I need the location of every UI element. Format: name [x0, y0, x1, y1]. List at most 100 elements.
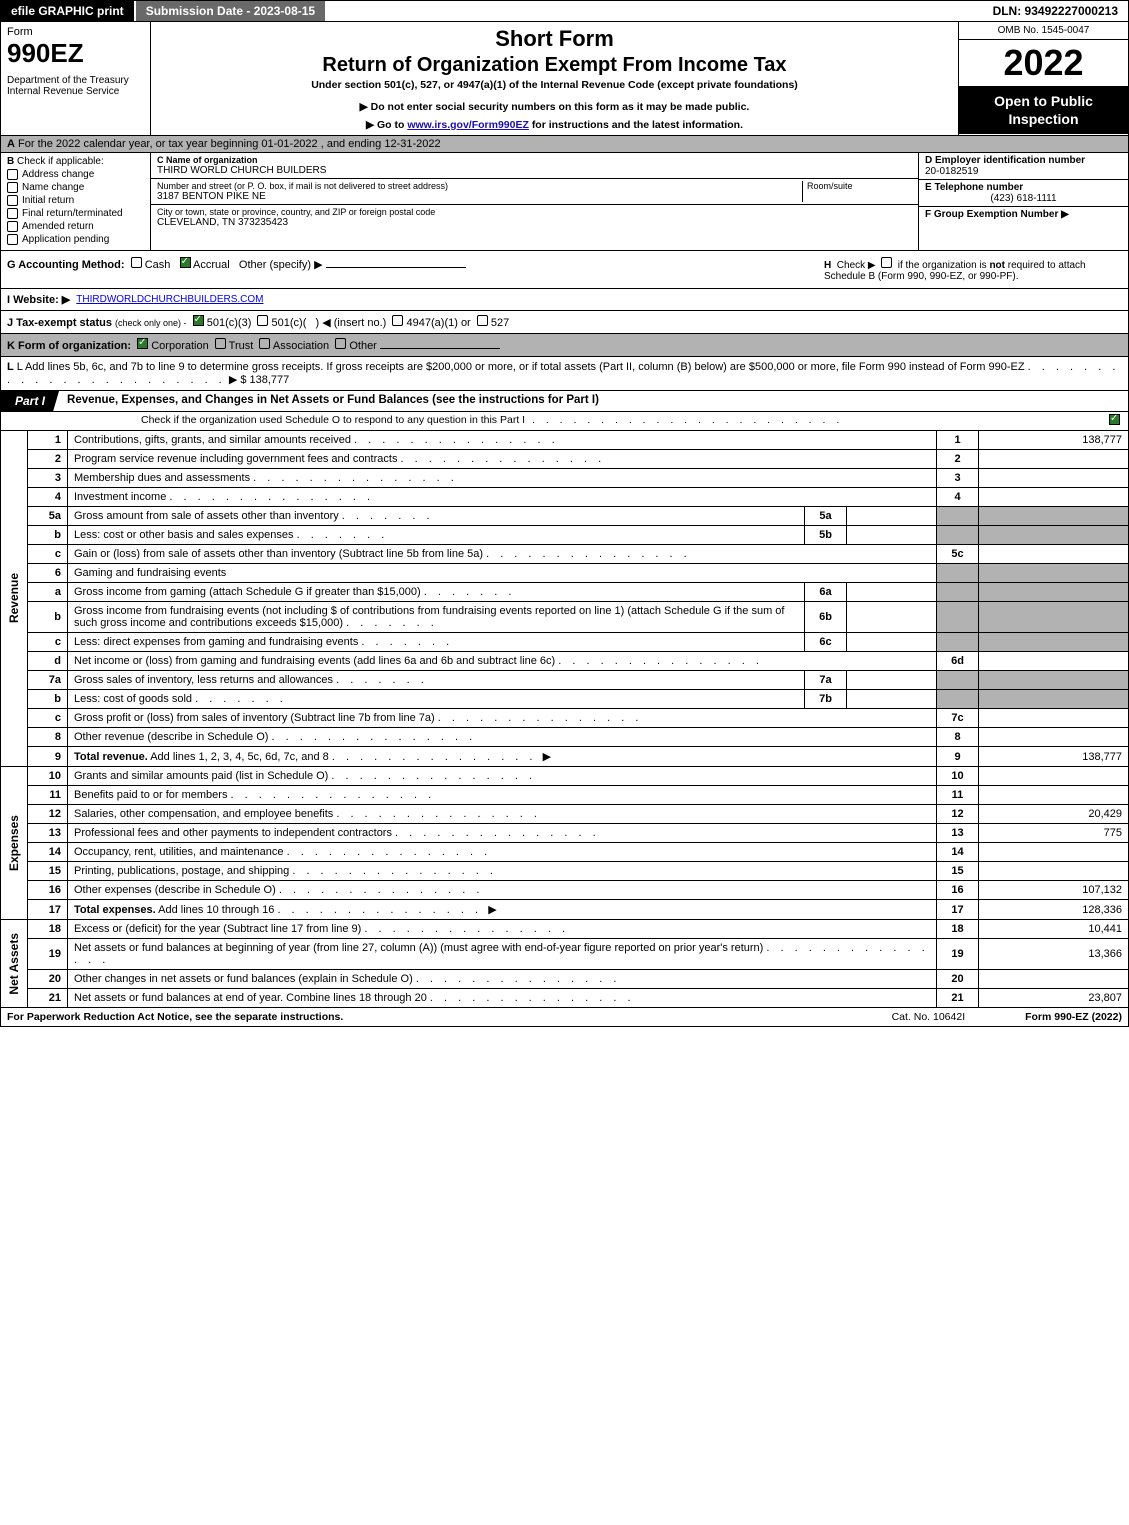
sub-line-num: 7a — [805, 671, 847, 690]
checkbox-icon — [7, 195, 18, 206]
amount — [979, 545, 1129, 564]
l-amount: 138,777 — [250, 374, 290, 386]
note3-suffix: for instructions and the latest informat… — [532, 119, 743, 131]
chk-initial-return[interactable]: Initial return — [7, 195, 144, 206]
checkbox-icon[interactable] — [335, 338, 346, 349]
line-description: Net income or (loss) from gaming and fun… — [68, 652, 937, 671]
checkbox-checked-icon[interactable] — [137, 338, 148, 349]
line-index: 16 — [28, 881, 68, 900]
line-num: 19 — [937, 939, 979, 970]
table-row: Expenses10Grants and similar amounts pai… — [1, 767, 1129, 786]
line-index: 11 — [28, 786, 68, 805]
table-row: 3Membership dues and assessments . . . .… — [1, 469, 1129, 488]
table-row: 12Salaries, other compensation, and empl… — [1, 805, 1129, 824]
right-block: OMB No. 1545-0047 2022 Open to Public In… — [958, 22, 1128, 135]
form-number: 990EZ — [7, 38, 144, 69]
line-description: Gross profit or (loss) from sales of inv… — [68, 709, 937, 728]
checkbox-checked-icon[interactable] — [1109, 414, 1120, 425]
dln-label: DLN: 93492227000213 — [983, 1, 1128, 21]
line-num: 21 — [937, 989, 979, 1008]
amount — [979, 786, 1129, 805]
line-description: Other expenses (describe in Schedule O) … — [68, 881, 937, 900]
line-description: Other changes in net assets or fund bala… — [68, 970, 937, 989]
efile-print-label[interactable]: efile GRAPHIC print — [1, 1, 134, 21]
table-row: Revenue1Contributions, gifts, grants, an… — [1, 431, 1129, 450]
checkbox-checked-icon[interactable] — [193, 315, 204, 326]
line-index: c — [28, 545, 68, 564]
gross-receipts-row: L L Add lines 5b, 6c, and 7b to line 9 t… — [0, 357, 1129, 391]
tax-exempt-row: J Tax-exempt status (check only one) - 5… — [0, 311, 1129, 334]
line-index: 6 — [28, 564, 68, 583]
org-name-label: C Name of organization — [157, 155, 258, 165]
table-row: 6Gaming and fundraising events — [1, 564, 1129, 583]
sub-amount — [847, 583, 937, 602]
part1-title: Revenue, Expenses, and Changes in Net As… — [59, 391, 1128, 411]
checkbox-icon[interactable] — [257, 315, 268, 326]
chk-amended-return[interactable]: Amended return — [7, 221, 144, 232]
chk-name-change[interactable]: Name change — [7, 182, 144, 193]
line-num: 7c — [937, 709, 979, 728]
col-c-org-info: C Name of organization THIRD WORLD CHURC… — [151, 153, 918, 250]
line-index: 19 — [28, 939, 68, 970]
line-description: Gross income from fundraising events (no… — [68, 602, 805, 633]
bcd-block: B Check if applicable: Address change Na… — [0, 153, 1129, 251]
chk-address-change[interactable]: Address change — [7, 169, 144, 180]
table-row: bGross income from fundraising events (n… — [1, 602, 1129, 633]
note3-prefix: ▶ Go to — [366, 119, 407, 131]
amount: 10,441 — [979, 920, 1129, 939]
line-description: Other revenue (describe in Schedule O) .… — [68, 728, 937, 747]
sub-amount — [847, 633, 937, 652]
revenue-table: Revenue1Contributions, gifts, grants, an… — [0, 431, 1129, 767]
instructions-note: ▶ Go to www.irs.gov/Form990EZ for instru… — [157, 119, 952, 131]
line-index: 1 — [28, 431, 68, 450]
chk-application-pending[interactable]: Application pending — [7, 234, 144, 245]
line-num-grey — [937, 633, 979, 652]
amount — [979, 843, 1129, 862]
chk-final-return[interactable]: Final return/terminated — [7, 208, 144, 219]
addr-label: Number and street (or P. O. box, if mail… — [157, 181, 802, 191]
checkbox-checked-icon[interactable] — [180, 257, 191, 268]
line-num: 6d — [937, 652, 979, 671]
line-index: b — [28, 690, 68, 709]
instructions-link[interactable]: www.irs.gov/Form990EZ — [407, 119, 529, 131]
line-num: 20 — [937, 970, 979, 989]
top-bar: efile GRAPHIC print Submission Date - 20… — [0, 0, 1129, 22]
amount: 20,429 — [979, 805, 1129, 824]
line-index: 5a — [28, 507, 68, 526]
line-index: c — [28, 633, 68, 652]
sub-amount — [847, 602, 937, 633]
line-index: d — [28, 652, 68, 671]
checkbox-icon[interactable] — [477, 315, 488, 326]
line-index: 21 — [28, 989, 68, 1008]
line-index: 3 — [28, 469, 68, 488]
website-link[interactable]: THIRDWORLDCHURCHBUILDERS.COM — [76, 294, 263, 305]
row-a-text: For the 2022 calendar year, or tax year … — [18, 138, 441, 150]
sub-amount — [847, 526, 937, 545]
checkbox-icon[interactable] — [881, 257, 892, 268]
line-description: Net assets or fund balances at end of ye… — [68, 989, 937, 1008]
tax-year: 2022 — [959, 40, 1128, 86]
table-row: bLess: cost of goods sold . . . . . . .7… — [1, 690, 1129, 709]
checkbox-icon[interactable] — [215, 338, 226, 349]
amount — [979, 450, 1129, 469]
website-row: I Website: ▶ THIRDWORLDCHURCHBUILDERS.CO… — [0, 289, 1129, 311]
line-num: 13 — [937, 824, 979, 843]
checkbox-icon[interactable] — [392, 315, 403, 326]
form-of-org-row: K Form of organization: Corporation Trus… — [0, 334, 1129, 357]
ssn-warning: ▶ Do not enter social security numbers o… — [157, 101, 952, 113]
amount: 13,366 — [979, 939, 1129, 970]
line-num-grey — [937, 507, 979, 526]
line-num: 15 — [937, 862, 979, 881]
row-a-letter: A — [7, 138, 15, 150]
l-amt-prefix: ▶ $ — [229, 374, 250, 386]
table-row: 15Printing, publications, postage, and s… — [1, 862, 1129, 881]
return-title: Return of Organization Exempt From Incom… — [157, 54, 952, 77]
checkbox-icon[interactable] — [131, 257, 142, 268]
table-row: 4Investment income . . . . . . . . . . .… — [1, 488, 1129, 507]
checkbox-icon[interactable] — [259, 338, 270, 349]
line-description: Membership dues and assessments . . . . … — [68, 469, 937, 488]
amount — [979, 469, 1129, 488]
table-row: 9Total revenue. Add lines 1, 2, 3, 4, 5c… — [1, 747, 1129, 767]
sub-line-num: 5b — [805, 526, 847, 545]
amount: 775 — [979, 824, 1129, 843]
